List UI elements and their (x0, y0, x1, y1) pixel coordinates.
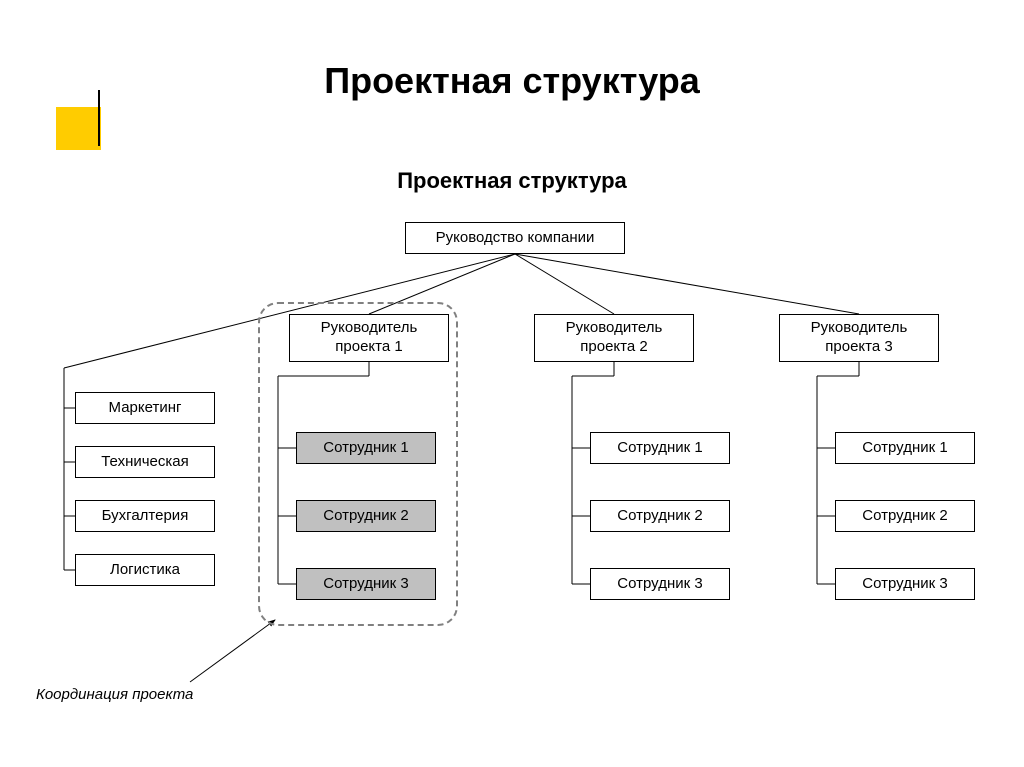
project-leader-3: Руководитель проекта 3 (779, 314, 939, 362)
project-1-employee-2: Сотрудник 2 (296, 500, 436, 532)
org-root: Руководство компании (405, 222, 625, 254)
project-2-employee-3: Сотрудник 3 (590, 568, 730, 600)
page-title: Проектная структура (0, 60, 1024, 102)
department-1: Маркетинг (75, 392, 215, 424)
department-2: Техническая (75, 446, 215, 478)
project-1-employee-1: Сотрудник 1 (296, 432, 436, 464)
project-leader-2: Руководитель проекта 2 (534, 314, 694, 362)
accent-block (56, 107, 101, 150)
project-3-employee-2: Сотрудник 2 (835, 500, 975, 532)
connector-layer (0, 0, 1024, 767)
project-3-employee-3: Сотрудник 3 (835, 568, 975, 600)
project-3-employee-1: Сотрудник 1 (835, 432, 975, 464)
project-leader-1: Руководитель проекта 1 (289, 314, 449, 362)
project-2-employee-2: Сотрудник 2 (590, 500, 730, 532)
diagram-title: Проектная структура (0, 168, 1024, 194)
project-2-employee-1: Сотрудник 1 (590, 432, 730, 464)
project-1-employee-3: Сотрудник 3 (296, 568, 436, 600)
diagram-caption: Координация проекта (36, 686, 193, 703)
department-3: Бухгалтерия (75, 500, 215, 532)
department-4: Логистика (75, 554, 215, 586)
